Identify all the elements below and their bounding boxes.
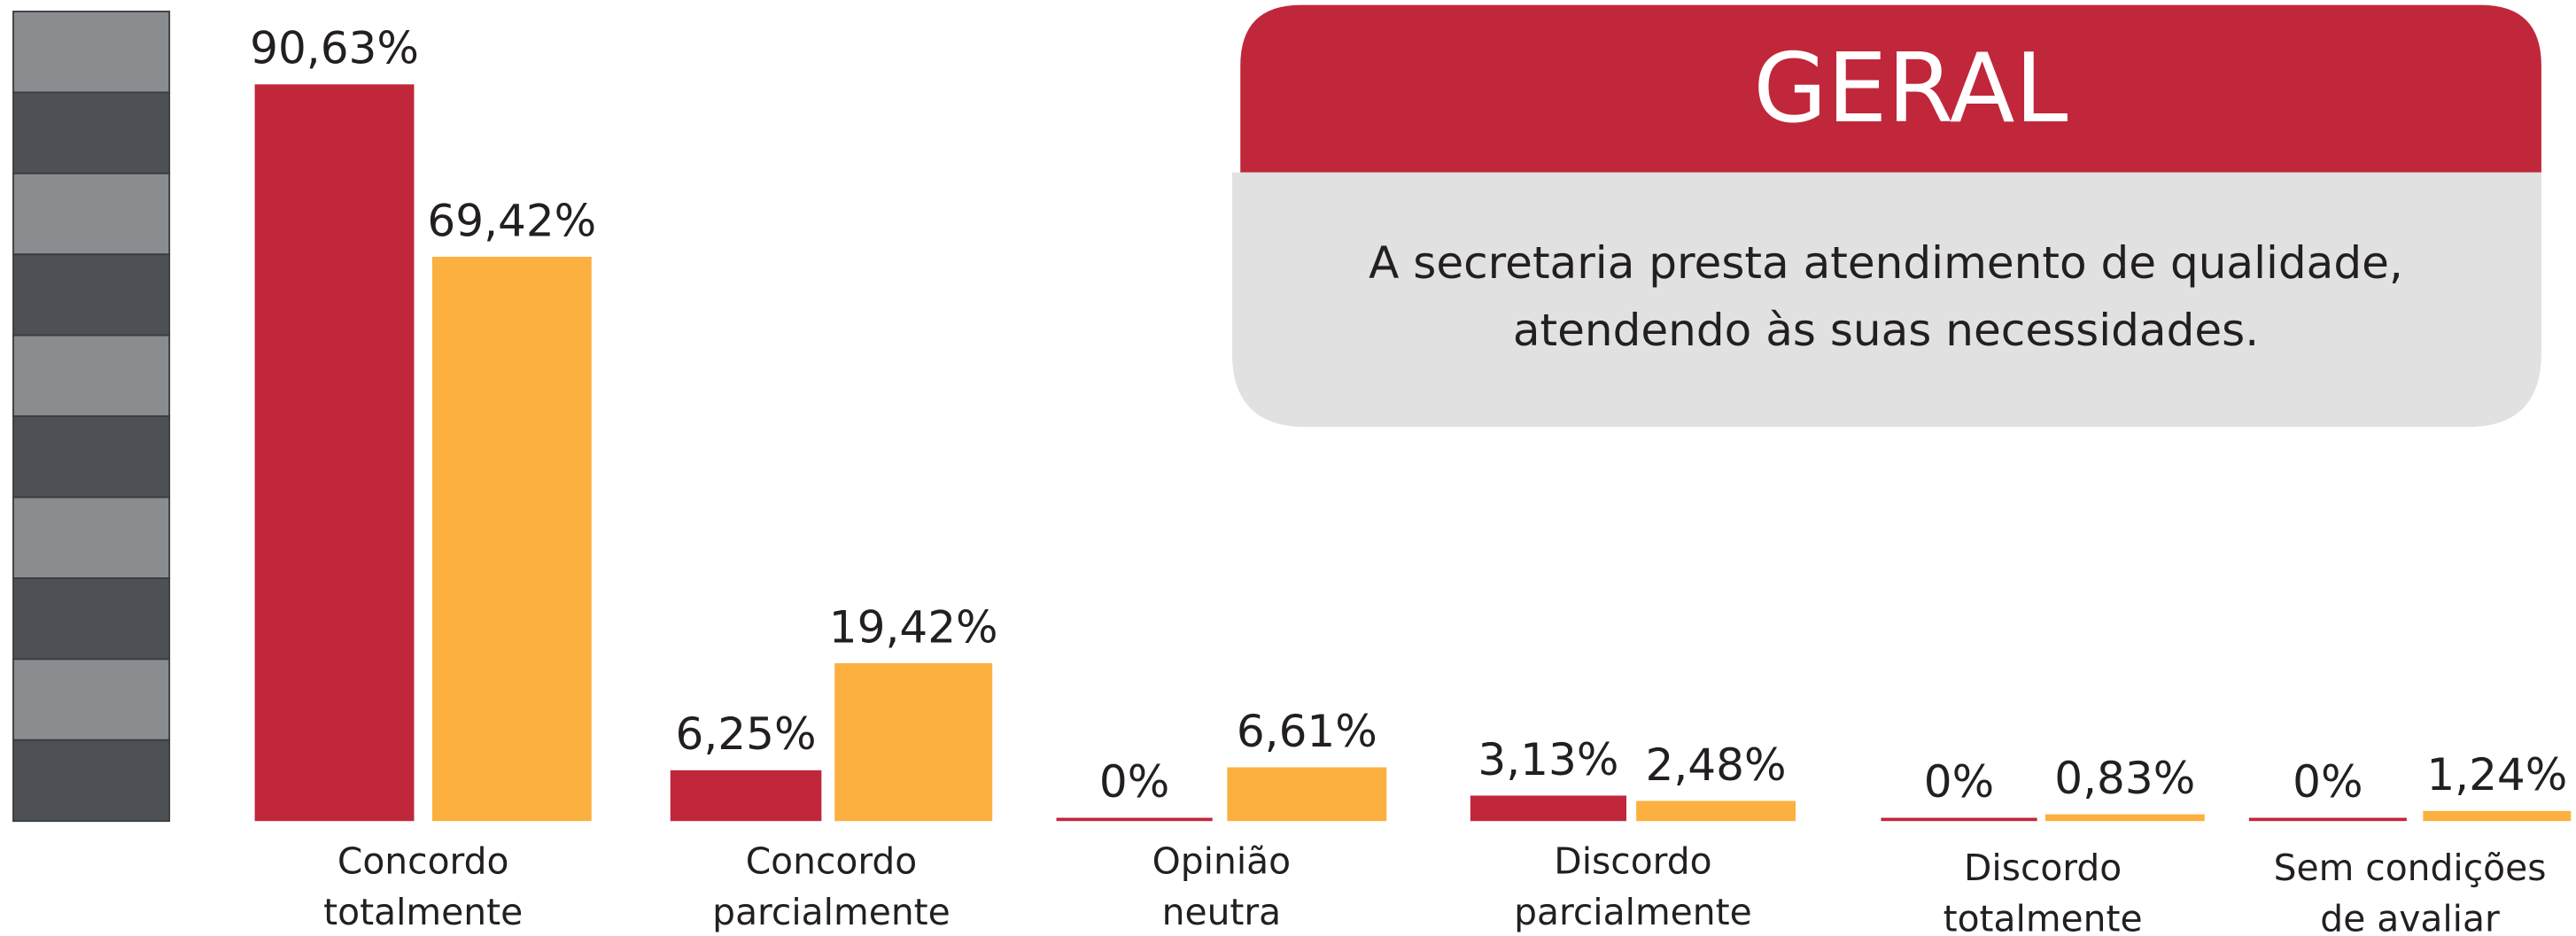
bar bbox=[2045, 814, 2205, 822]
value-label: 2,48% bbox=[1646, 739, 1787, 791]
x-tick-label: Sem condições bbox=[2274, 847, 2547, 889]
x-tick-label: parcialmente bbox=[712, 891, 950, 933]
x-tick-label: de avaliar bbox=[2320, 897, 2500, 936]
stripe bbox=[12, 91, 171, 174]
value-label: 3,13% bbox=[1478, 734, 1618, 785]
bar bbox=[1636, 801, 1796, 822]
title-band bbox=[1240, 4, 2541, 173]
value-label: 0% bbox=[2293, 756, 2363, 808]
bar bbox=[670, 770, 822, 822]
value-label: 90,63% bbox=[250, 23, 419, 74]
subtitle: A secretaria presta atendimento de quali… bbox=[1369, 237, 2403, 289]
stripe bbox=[12, 334, 171, 418]
x-tick-label: Opinião bbox=[1152, 839, 1291, 882]
chart-title: GERAL bbox=[1753, 34, 2068, 144]
bar bbox=[431, 256, 592, 822]
stripe bbox=[12, 658, 171, 741]
x-tick-label: neutra bbox=[1162, 891, 1282, 933]
x-tick-label: Concordo bbox=[746, 839, 918, 882]
value-label: 19,42% bbox=[829, 601, 998, 653]
value-label: 6,25% bbox=[676, 708, 817, 760]
bar bbox=[1227, 767, 1387, 822]
x-tick-label: Discordo bbox=[1554, 839, 1711, 882]
bar bbox=[2248, 817, 2407, 822]
x-tick-label: totalmente bbox=[323, 891, 523, 933]
value-label: 0,83% bbox=[2054, 753, 2195, 804]
stripe bbox=[12, 11, 171, 94]
stripe bbox=[12, 577, 171, 661]
subtitle: atendendo às suas necessidades. bbox=[1513, 305, 2259, 356]
bar bbox=[1881, 817, 2037, 822]
bar bbox=[834, 662, 993, 822]
bar bbox=[1056, 817, 1213, 822]
bar bbox=[2423, 810, 2572, 822]
value-label: 0% bbox=[1099, 756, 1169, 808]
x-tick-label: Concordo bbox=[338, 839, 509, 882]
stripe bbox=[12, 415, 171, 499]
bar bbox=[254, 84, 415, 822]
value-label: 6,61% bbox=[1237, 706, 1377, 757]
bar bbox=[1470, 795, 1627, 822]
x-tick-label: totalmente bbox=[1944, 897, 2143, 936]
stripe bbox=[12, 496, 171, 579]
stripe bbox=[12, 253, 171, 336]
subtitle-box bbox=[1231, 172, 2541, 428]
value-label: 0% bbox=[1924, 756, 1994, 808]
stripe bbox=[12, 739, 171, 823]
stripe bbox=[12, 172, 171, 256]
x-tick-label: Discordo bbox=[1964, 847, 2122, 889]
value-label: 1,24% bbox=[2426, 749, 2567, 801]
value-label: 69,42% bbox=[427, 195, 596, 246]
x-tick-label: parcialmente bbox=[1514, 891, 1752, 933]
